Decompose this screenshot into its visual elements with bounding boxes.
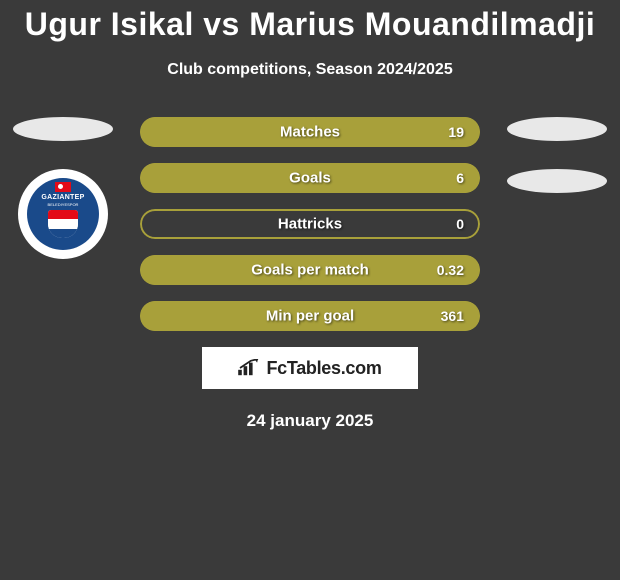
right-column (502, 117, 612, 193)
content-area: GAZIANTEP BELEDIYESPOR Matches19 Goals6 Ha… (0, 117, 620, 431)
bar-label: Matches (140, 124, 480, 141)
player-placeholder-oval (13, 117, 113, 141)
date-label: 24 january 2025 (0, 411, 620, 431)
stat-bar: Hattricks0 (140, 209, 480, 239)
bar-label: Goals per match (140, 262, 480, 279)
stat-bars: Matches19 Goals6 Hattricks0 Goals per match… (140, 117, 480, 331)
flag-icon (55, 182, 71, 192)
brand-box: FcTables.com (202, 347, 418, 389)
stat-bar: Min per goal361 (140, 301, 480, 331)
bar-label: Min per goal (140, 308, 480, 325)
bar-label: Hattricks (140, 216, 480, 233)
player-placeholder-oval (507, 117, 607, 141)
bar-value: 0 (456, 216, 464, 232)
badge-sub: BELEDIYESPOR (48, 202, 79, 207)
brand-text: FcTables.com (266, 358, 381, 379)
bar-value: 19 (448, 124, 464, 140)
left-column: GAZIANTEP BELEDIYESPOR (8, 117, 118, 259)
shield-icon (48, 210, 78, 238)
page-title: Ugur Isikal vs Marius Mouandilmadji (0, 0, 620, 43)
club-placeholder-oval (507, 169, 607, 193)
bar-value: 361 (441, 308, 464, 324)
bar-value: 0.32 (437, 262, 464, 278)
badge-name: GAZIANTEP (41, 194, 84, 201)
stat-bar: Goals6 (140, 163, 480, 193)
bar-value: 6 (456, 170, 464, 186)
page-subtitle: Club competitions, Season 2024/2025 (0, 61, 620, 79)
bar-label: Goals (140, 170, 480, 187)
stat-bar: Matches19 (140, 117, 480, 147)
brand-chart-icon (238, 359, 260, 377)
stat-bar: Goals per match0.32 (140, 255, 480, 285)
club-badge: GAZIANTEP BELEDIYESPOR (18, 169, 108, 259)
